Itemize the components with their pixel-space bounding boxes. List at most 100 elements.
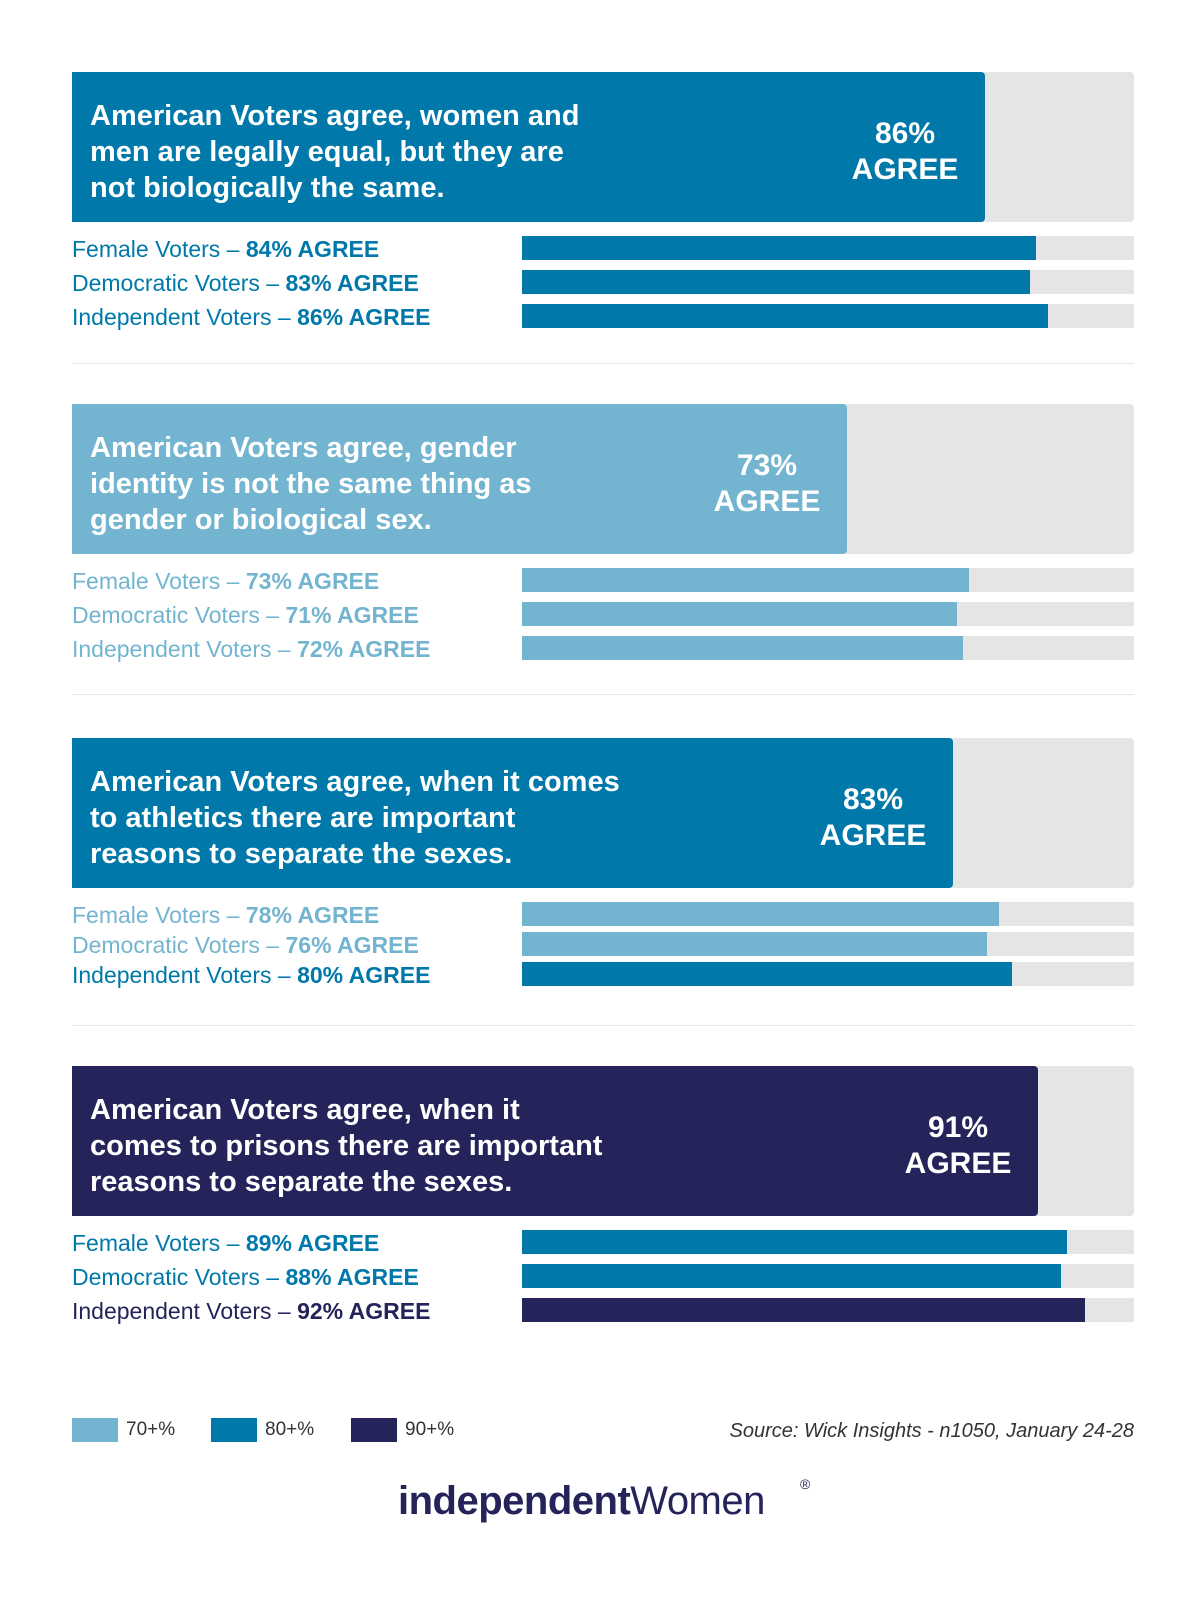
subgroup-percent: 89% AGREE	[245, 1230, 380, 1256]
subgroup-percent: 76% AGREE	[285, 932, 419, 958]
subgroup-percent: 73% AGREE	[245, 568, 380, 594]
subgroup-separator: –	[271, 304, 298, 330]
subgroup-bar	[522, 602, 957, 626]
subgroup-label: Independent Voters – 72% AGREE	[72, 636, 430, 662]
subgroup-label: Female Voters – 84% AGREE	[72, 236, 379, 262]
headline-text: American Voters agree, when it comes to …	[90, 766, 620, 870]
headline-text: American Voters agree, women and men are…	[90, 100, 580, 204]
subgroup-bar	[522, 270, 1030, 294]
subgroup-bar	[522, 1230, 1067, 1254]
source-note: Source: Wick Insights - n1050, January 2…	[729, 1420, 1134, 1442]
subgroup-bar-track	[522, 636, 1134, 660]
subgroup-row-1: Female Voters – 84% AGREE	[72, 234, 1134, 264]
headline-text: American Voters agree, gender identity i…	[90, 432, 532, 536]
subgroup-label: Democratic Voters – 88% AGREE	[72, 1264, 419, 1290]
subgroup-percent: 80% AGREE	[297, 962, 431, 988]
subgroup-bar	[522, 568, 969, 592]
subgroup-bar-track	[522, 602, 1134, 626]
registered-mark: ®	[800, 1476, 811, 1492]
subgroup-name: Democratic Voters	[72, 270, 260, 296]
subgroup-bar-track	[522, 270, 1134, 294]
subgroup-name: Female Voters	[72, 236, 221, 262]
subgroup-label: Independent Voters – 92% AGREE	[72, 1298, 430, 1324]
subgroup-percent: 88% AGREE	[285, 1264, 419, 1290]
subgroup-row-2: Democratic Voters – 71% AGREE	[72, 600, 1134, 630]
subgroup-separator: –	[220, 236, 246, 262]
subgroup-name: Independent Voters	[72, 1298, 272, 1324]
subgroup-bar	[522, 1264, 1061, 1288]
legend: 70+% 80+% 90+%	[72, 1418, 1134, 1448]
subgroup-separator: –	[259, 1264, 286, 1290]
subgroup-row-2: Democratic Voters – 88% AGREE	[72, 1262, 1134, 1292]
headline-percent: 83% AGREE	[819, 783, 927, 852]
question-block-3: American Voters agree, when it comes to …	[72, 738, 1134, 1002]
headline-bar-track: American Voters agree, women and men are…	[72, 72, 1134, 222]
subgroup-separator: –	[271, 962, 298, 988]
headline-bar-track: American Voters agree, when it comes to …	[72, 1066, 1134, 1216]
headline-percent: 86% AGREE	[851, 117, 959, 186]
subgroup-name: Independent Voters	[72, 636, 272, 662]
subgroup-bar-track	[522, 304, 1134, 328]
subgroup-row-2: Democratic Voters – 76% AGREE	[72, 930, 1134, 960]
headline-text: American Voters agree, when it comes to …	[90, 1094, 603, 1198]
logo-part-independent: independent	[398, 1479, 631, 1523]
headline-percent: 91% AGREE	[904, 1111, 1012, 1180]
subgroup-bar-track	[522, 932, 1134, 956]
subgroup-name: Independent Voters	[72, 962, 272, 988]
subgroup-bar-track	[522, 1264, 1134, 1288]
headline-bar	[72, 72, 985, 222]
legend-swatch	[72, 1418, 118, 1442]
logo-part-women: Women	[630, 1479, 765, 1523]
headline-bar-track: American Voters agree, when it comes to …	[72, 738, 1134, 888]
subgroup-name: Independent Voters	[72, 304, 272, 330]
subgroup-bar-track	[522, 962, 1134, 986]
subgroup-label: Democratic Voters – 71% AGREE	[72, 602, 419, 628]
subgroup-bar	[522, 902, 999, 926]
subgroup-row-3: Independent Voters – 72% AGREE	[72, 634, 1134, 664]
subgroup-bar-track	[522, 236, 1134, 260]
subgroup-percent: 84% AGREE	[245, 236, 380, 262]
subgroup-separator: –	[259, 602, 286, 628]
subgroup-percent: 83% AGREE	[285, 270, 419, 296]
subgroup-bar	[522, 962, 1012, 986]
legend-swatch	[211, 1418, 257, 1442]
subgroup-label: Female Voters – 73% AGREE	[72, 568, 379, 594]
subgroup-bar	[522, 236, 1036, 260]
question-block-1: American Voters agree, women and men are…	[72, 72, 1134, 336]
subgroup-separator: –	[220, 1230, 246, 1256]
subgroup-label: Female Voters – 89% AGREE	[72, 1230, 379, 1256]
subgroup-separator: –	[271, 1298, 298, 1324]
headline-bar	[72, 738, 953, 888]
subgroup-label: Democratic Voters – 76% AGREE	[72, 932, 419, 958]
subgroup-name: Female Voters	[72, 1230, 221, 1256]
subgroup-separator: –	[259, 932, 286, 958]
subgroup-row-3: Independent Voters – 80% AGREE	[72, 960, 1134, 990]
section-divider-2	[72, 694, 1134, 695]
subgroup-row-2: Democratic Voters – 83% AGREE	[72, 268, 1134, 298]
subgroup-percent: 72% AGREE	[297, 636, 431, 662]
subgroup-label: Female Voters – 78% AGREE	[72, 902, 379, 928]
headline-percent: 73% AGREE	[713, 449, 821, 518]
subgroup-bar-track	[522, 1230, 1134, 1254]
subgroup-label: Independent Voters – 86% AGREE	[72, 304, 430, 330]
legend-swatch	[351, 1418, 397, 1442]
headline-bar	[72, 1066, 1038, 1216]
subgroup-bar	[522, 1298, 1085, 1322]
subgroup-row-1: Female Voters – 89% AGREE	[72, 1228, 1134, 1258]
subgroup-percent: 71% AGREE	[285, 602, 419, 628]
subgroup-name: Democratic Voters	[72, 1264, 260, 1290]
subgroup-row-3: Independent Voters – 92% AGREE	[72, 1296, 1134, 1326]
logo-wordmark: independentWomen	[398, 1476, 765, 1526]
subgroup-separator: –	[220, 568, 246, 594]
section-divider-1	[72, 363, 1134, 364]
subgroup-separator: –	[259, 270, 286, 296]
subgroup-row-3: Independent Voters – 86% AGREE	[72, 302, 1134, 332]
subgroup-bar-track	[522, 568, 1134, 592]
subgroup-bar-track	[522, 1298, 1134, 1322]
subgroup-percent: 86% AGREE	[297, 304, 431, 330]
section-divider-3	[72, 1025, 1134, 1026]
subgroup-percent: 78% AGREE	[245, 902, 380, 928]
subgroup-bar-track	[522, 902, 1134, 926]
subgroup-bar	[522, 636, 963, 660]
